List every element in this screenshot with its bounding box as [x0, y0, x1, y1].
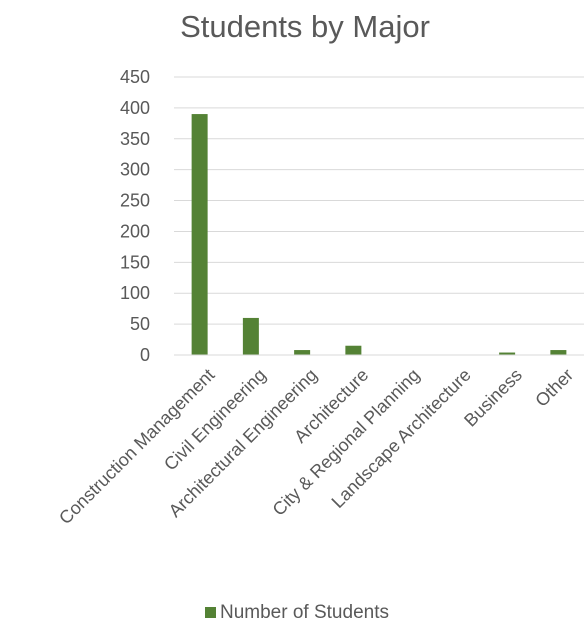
y-tick-label: 250: [120, 191, 150, 211]
y-tick-label: 300: [120, 160, 150, 180]
legend-swatch: [205, 607, 216, 618]
bar: [242, 317, 259, 355]
y-axis-ticks: 0 50 100 150 200 250 300 350 400 450: [120, 67, 150, 365]
y-tick-label: 0: [140, 345, 150, 365]
y-tick-label: 100: [120, 283, 150, 303]
legend: Number of Students: [205, 602, 389, 623]
chart-title: Students by Major: [180, 9, 430, 44]
y-tick-label: 450: [120, 67, 150, 87]
y-tick-label: 50: [130, 314, 150, 334]
y-tick-label: 150: [120, 252, 150, 272]
bar: [345, 345, 362, 355]
y-tick-label: 350: [120, 129, 150, 149]
y-tick-label: 200: [120, 221, 150, 241]
bars: [191, 114, 567, 355]
legend-label: Number of Students: [220, 602, 389, 623]
gridlines: [174, 76, 584, 325]
y-tick-label: 400: [120, 98, 150, 118]
x-tick-label: Other: [531, 365, 577, 411]
bar: [294, 350, 311, 355]
bar: [550, 350, 567, 355]
bar: [191, 114, 208, 355]
bar: [499, 352, 516, 355]
